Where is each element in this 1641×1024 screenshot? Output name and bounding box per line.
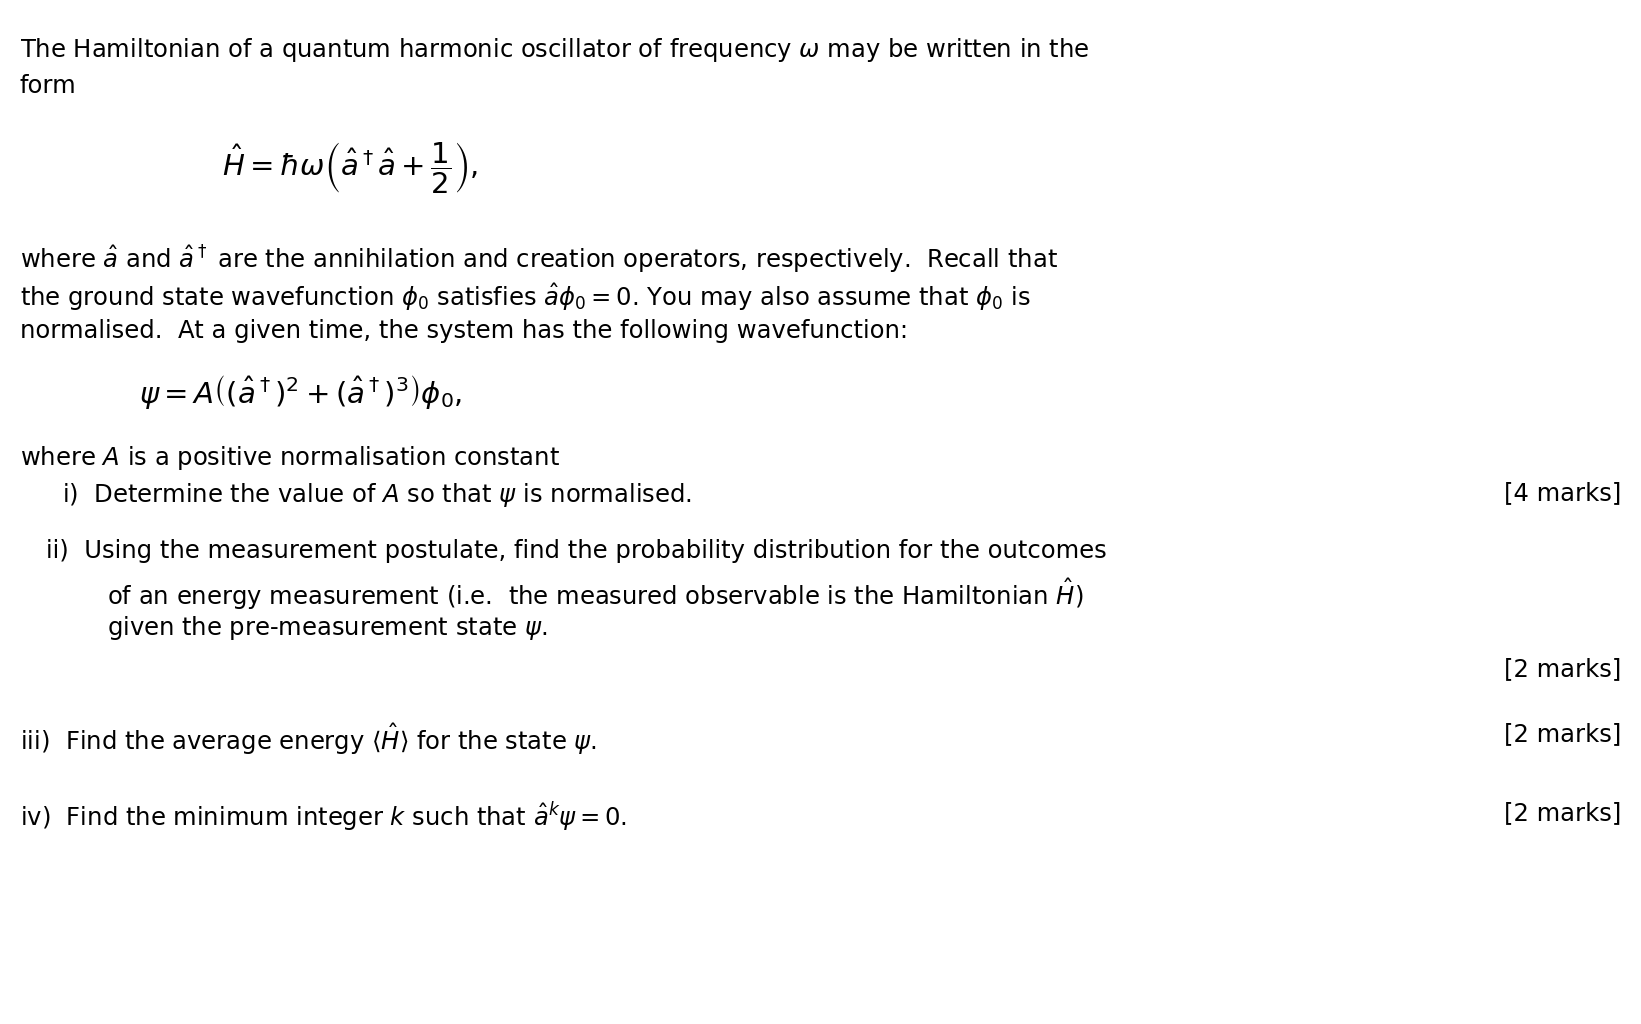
- Text: form: form: [20, 74, 77, 97]
- Text: given the pre-measurement state $\psi$.: given the pre-measurement state $\psi$.: [107, 614, 546, 642]
- Text: ii)  Using the measurement postulate, find the probability distribution for the : ii) Using the measurement postulate, fin…: [46, 539, 1106, 562]
- Text: the ground state wavefunction $\phi_0$ satisfies $\hat{a}\phi_0 = 0$. You may al: the ground state wavefunction $\phi_0$ s…: [20, 282, 1031, 313]
- Text: where $\hat{a}$ and $\hat{a}^\dagger$ are the annihilation and creation operator: where $\hat{a}$ and $\hat{a}^\dagger$ ar…: [20, 244, 1058, 275]
- Text: [4 marks]: [4 marks]: [1503, 481, 1621, 505]
- Text: where $A$ is a positive normalisation constant: where $A$ is a positive normalisation co…: [20, 444, 560, 472]
- Text: normalised.  At a given time, the system has the following wavefunction:: normalised. At a given time, the system …: [20, 319, 907, 343]
- Text: $\psi = A\left((\hat{a}^\dagger)^2 + (\hat{a}^\dagger)^3\right)\phi_0,$: $\psi = A\left((\hat{a}^\dagger)^2 + (\h…: [139, 373, 463, 411]
- Text: [2 marks]: [2 marks]: [1503, 722, 1621, 745]
- Text: The Hamiltonian of a quantum harmonic oscillator of frequency $\omega$ may be wr: The Hamiltonian of a quantum harmonic os…: [20, 36, 1090, 63]
- Text: $\hat{H} = \hbar\omega\left(\hat{a}^\dagger\hat{a} + \dfrac{1}{2}\right),$: $\hat{H} = \hbar\omega\left(\hat{a}^\dag…: [222, 141, 478, 197]
- Text: iii)  Find the average energy $\langle\hat{H}\rangle$ for the state $\psi$.: iii) Find the average energy $\langle\ha…: [20, 722, 597, 758]
- Text: [2 marks]: [2 marks]: [1503, 657, 1621, 681]
- Text: [2 marks]: [2 marks]: [1503, 801, 1621, 824]
- Text: iv)  Find the minimum integer $k$ such that $\hat{a}^k\psi = 0$.: iv) Find the minimum integer $k$ such th…: [20, 801, 627, 835]
- Text: i)  Determine the value of $A$ so that $\psi$ is normalised.: i) Determine the value of $A$ so that $\…: [62, 481, 693, 509]
- Text: of an energy measurement (i.e.  the measured observable is the Hamiltonian $\hat: of an energy measurement (i.e. the measu…: [107, 577, 1083, 612]
